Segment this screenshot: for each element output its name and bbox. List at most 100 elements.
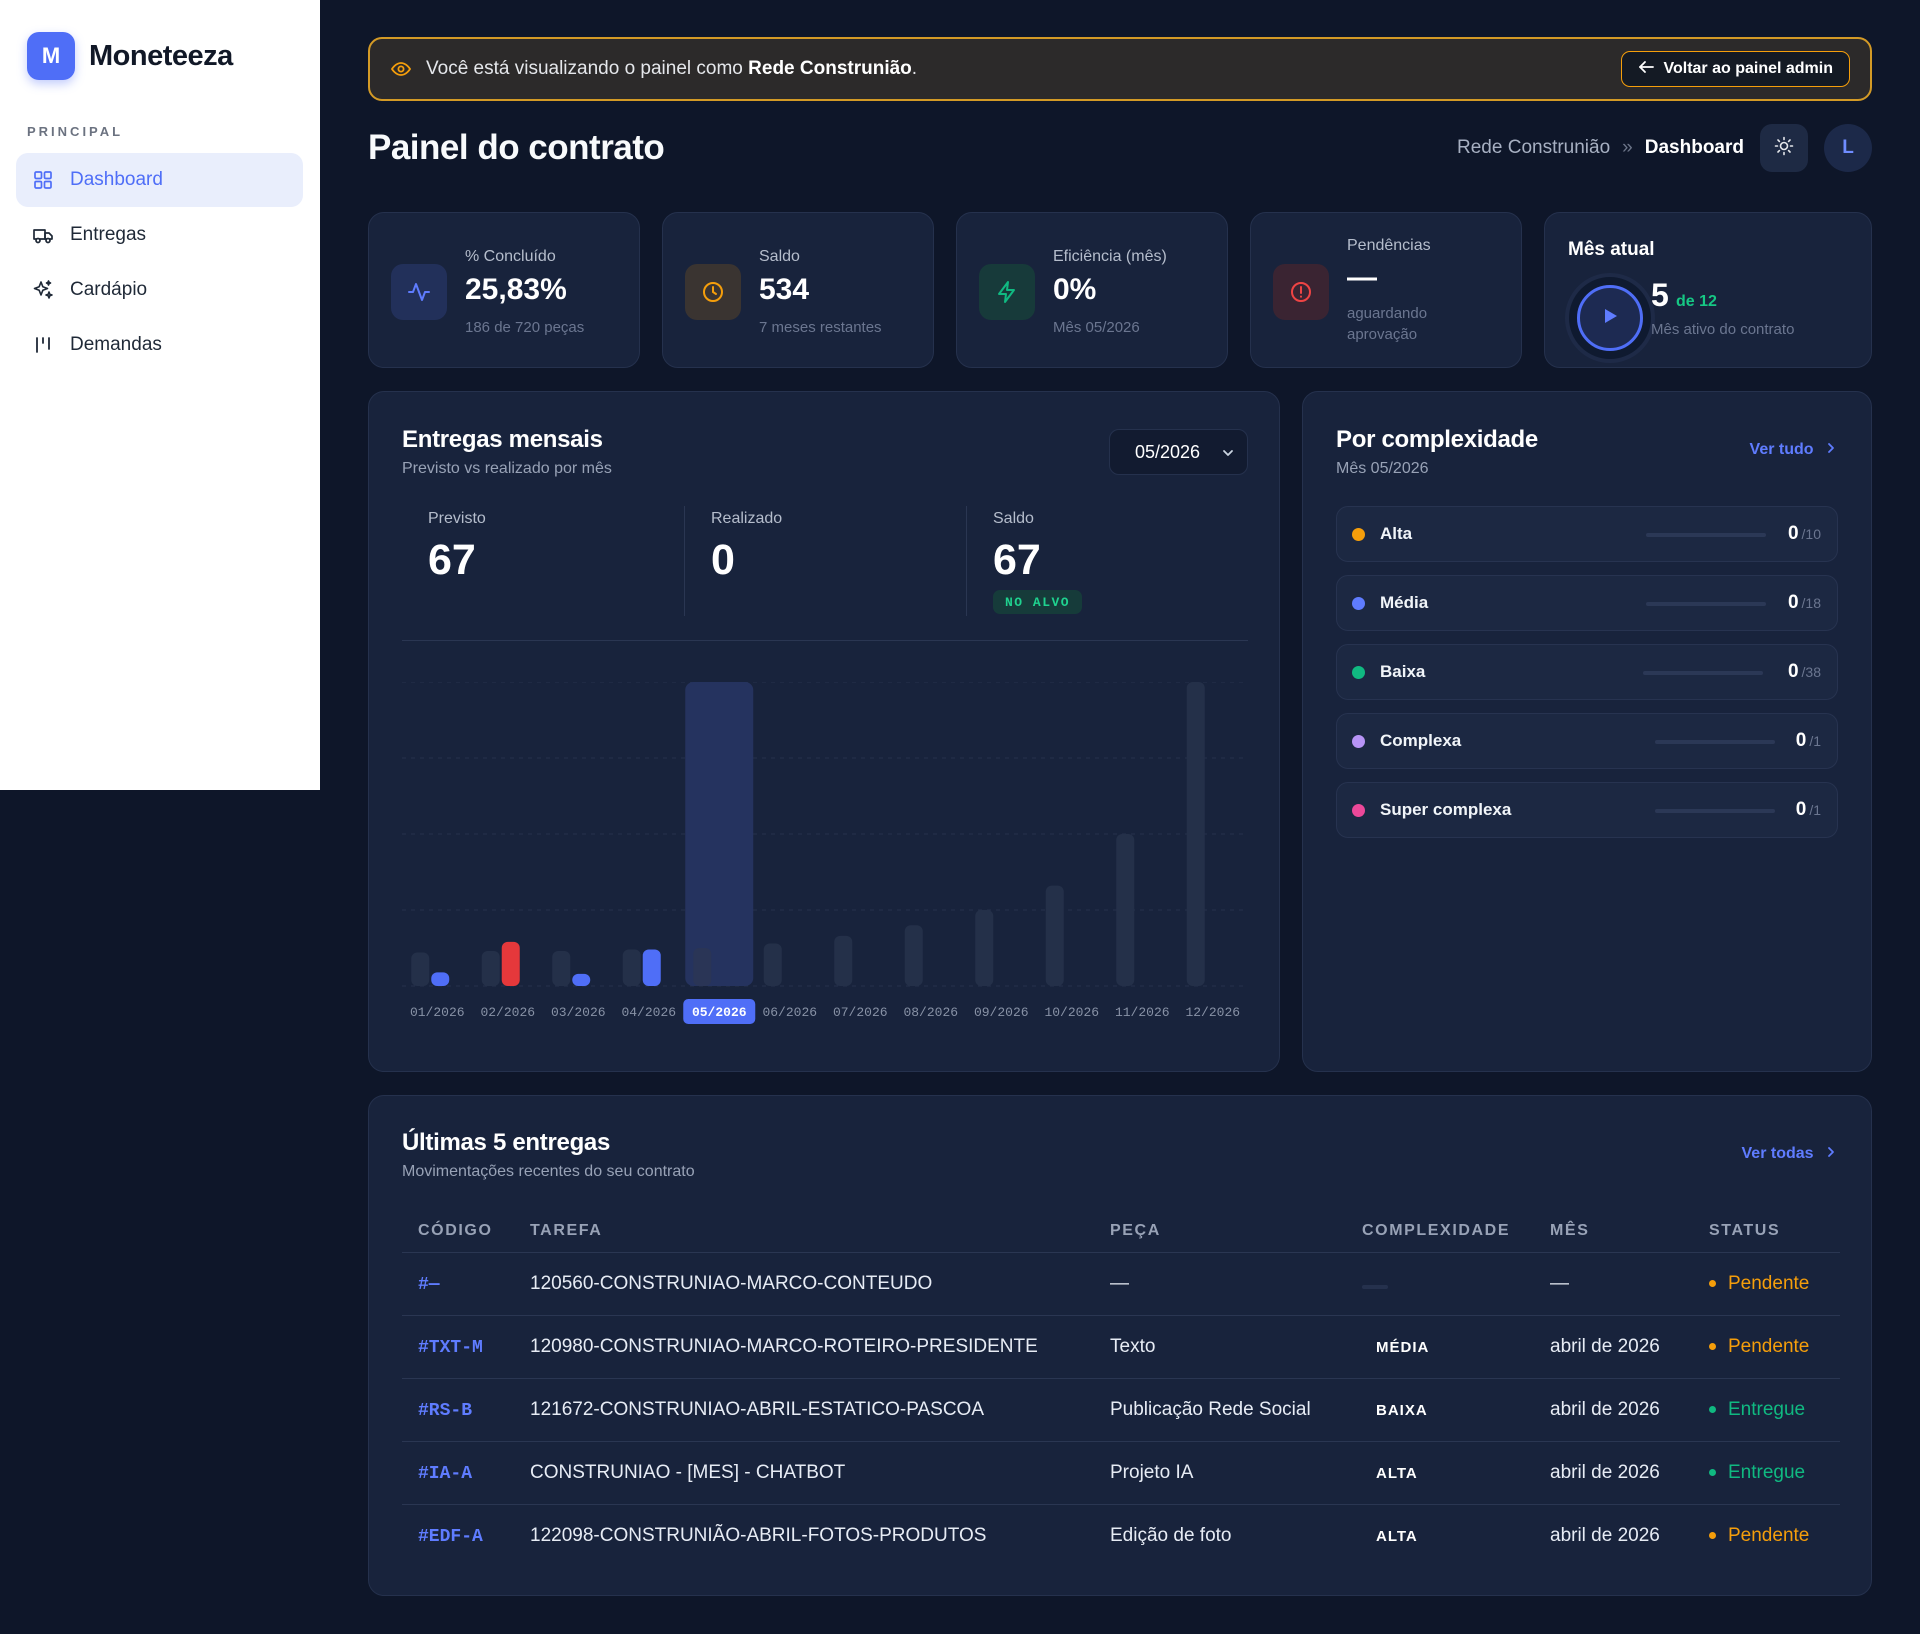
kpi-label: Realizado xyxy=(711,510,783,527)
breadcrumb-parent[interactable]: Rede Construnião xyxy=(1457,137,1611,158)
progress-track xyxy=(1646,602,1766,606)
x-tick-label: 03/2026 xyxy=(551,1005,606,1020)
status-dot xyxy=(1352,528,1365,541)
sidebar: M Moneteeza PRINCIPAL Dashboard Entregas… xyxy=(0,0,320,790)
row-code[interactable]: #IA-A xyxy=(402,1441,514,1505)
complexity-row-alta: Alta 0/10 xyxy=(1336,506,1838,562)
table-row[interactable]: #RS-B 121672-CONSTRUNIAO-ABRIL-ESTATICO-P… xyxy=(402,1378,1840,1442)
bar-previsto xyxy=(693,948,712,986)
kpi-previsto: Previsto 67 xyxy=(428,510,486,622)
complexity-row-super-complexa: Super complexa 0/1 xyxy=(1336,782,1838,838)
x-tick-label: 06/2026 xyxy=(762,1005,817,1020)
row-code[interactable]: #RS-B xyxy=(402,1378,514,1442)
row-complexity: BAIXA xyxy=(1346,1378,1534,1442)
eye-icon xyxy=(390,58,412,80)
table-row[interactable]: #EDF-A 122098-CONSTRUNIÃO-ABRIL-FOTOS-PRO… xyxy=(402,1504,1840,1567)
row-status: Pendente xyxy=(1693,1315,1840,1379)
page-title: Painel do contrato xyxy=(368,128,665,167)
status-badge: Pendente xyxy=(1709,1273,1840,1295)
stat-card-eficiencia: Eficiência (mês) 0% Mês 05/2026 xyxy=(956,212,1228,368)
code-link[interactable]: #RS-B xyxy=(418,1400,473,1421)
row-piece: Edição de foto xyxy=(1110,1524,1232,1546)
row-task: 120980-CONSTRUNIAO-MARCO-ROTEIRO-PRESIDE… xyxy=(514,1315,1094,1379)
panel-subtitle: Movimentações recentes do seu contrato xyxy=(402,1163,695,1180)
stat-value: 0% xyxy=(1053,273,1097,306)
brand-name: Moneteeza xyxy=(89,39,233,72)
breadcrumb: Rede Construnião » Dashboard xyxy=(1457,137,1744,159)
current-month-card: Mês atual 5 de 12 Mês ativo do contrato xyxy=(1544,212,1872,368)
play-icon xyxy=(1600,306,1620,331)
back-to-admin-button[interactable]: Voltar ao painel admin xyxy=(1621,51,1850,87)
bar-realizado xyxy=(572,973,591,986)
stat-sub: aguardando aprovação xyxy=(1347,305,1428,343)
sidebar-item-dashboard[interactable]: Dashboard xyxy=(16,153,303,207)
complexity-label: ALTA xyxy=(1376,1464,1418,1482)
x-tick-label: 09/2026 xyxy=(974,1005,1029,1020)
kpi-value: 67 xyxy=(993,536,1041,584)
status-label: Pendente xyxy=(1728,1524,1810,1546)
banner-text: Você está visualizando o painel como Red… xyxy=(426,58,917,80)
code-link[interactable]: #IA-A xyxy=(418,1463,473,1484)
status-dot xyxy=(1709,1280,1716,1287)
alert-circle-icon xyxy=(1273,264,1329,320)
count-value: 0 xyxy=(1787,661,1799,682)
banner-entity: Rede Construnião xyxy=(748,58,912,79)
status-label: Entregue xyxy=(1728,1398,1806,1420)
kpi-saldo: Saldo 67 xyxy=(993,510,1041,622)
complexity-count: 0/1 xyxy=(1796,730,1821,752)
kpi-value: 67 xyxy=(428,536,476,584)
bar-previsto xyxy=(1186,682,1205,986)
sparkles-icon xyxy=(32,279,54,301)
view-all-link[interactable]: Ver tudo xyxy=(1750,441,1836,459)
status-dot xyxy=(1709,1469,1716,1476)
row-status: Entregue xyxy=(1693,1378,1840,1442)
x-tick-label: 08/2026 xyxy=(903,1005,958,1020)
deliveries-table: CÓDIGO TAREFA PEÇA COMPLEXIDADE MÊS STAT… xyxy=(402,1210,1840,1567)
status-dot xyxy=(1352,597,1365,610)
count-value: 0 xyxy=(1795,799,1807,820)
complexity-count: 0/18 xyxy=(1788,592,1821,614)
panel-subtitle: Previsto vs realizado por mês xyxy=(402,460,612,477)
count-total: /1 xyxy=(1809,733,1821,749)
row-code[interactable]: #EDF-A xyxy=(402,1504,514,1567)
theme-toggle-button[interactable] xyxy=(1760,124,1808,172)
table-row[interactable]: #— 120560-CONSTRUNIAO-MARCO-CONTEUDO — — Pen… xyxy=(402,1252,1840,1316)
stat-label: % Concluído xyxy=(465,248,556,265)
row-code[interactable]: #— xyxy=(402,1252,514,1316)
row-code[interactable]: #TXT-M xyxy=(402,1315,514,1379)
status-badge: NO ALVO xyxy=(993,590,1083,614)
status-badge: Pendente xyxy=(1709,1336,1840,1358)
kpi-value: 0 xyxy=(711,536,735,584)
count-total: /10 xyxy=(1801,526,1821,542)
table-row[interactable]: #TXT-M 120980-CONSTRUNIAO-MARCO-ROTEIRO-P… xyxy=(402,1315,1840,1379)
status-dot xyxy=(1352,666,1365,679)
bar-previsto xyxy=(481,951,500,986)
sidebar-nav: Dashboard Entregas Cardápio Demandas xyxy=(16,153,303,373)
stat-sub: Mês 05/2026 xyxy=(1053,319,1140,336)
table-row[interactable]: #IA-A CONSTRUNIAO - [MES] - CHATBOT Projet… xyxy=(402,1441,1840,1505)
status-dot xyxy=(1709,1532,1716,1540)
avatar[interactable]: L xyxy=(1824,124,1872,172)
brand[interactable]: M Moneteeza xyxy=(27,32,233,80)
count-total: /38 xyxy=(1801,664,1821,680)
code-link[interactable]: #TXT-M xyxy=(418,1337,483,1358)
view-all-deliveries-link[interactable]: Ver todas xyxy=(1742,1145,1836,1163)
play-button[interactable] xyxy=(1577,285,1643,351)
panel-title: Entregas mensais xyxy=(402,426,603,453)
complexity-row-media: Média 0/18 xyxy=(1336,575,1838,631)
row-task: 120560-CONSTRUNIAO-MARCO-CONTEUDO xyxy=(514,1252,1094,1316)
complexity-name: Super complexa xyxy=(1380,800,1512,819)
month-select[interactable]: 05/2026 xyxy=(1109,429,1248,475)
row-status: Pendente xyxy=(1693,1252,1840,1316)
sidebar-item-cardapio[interactable]: Cardápio xyxy=(16,263,303,317)
sidebar-item-demandas[interactable]: Demandas xyxy=(16,318,303,372)
panel-title: Últimas 5 entregas xyxy=(402,1129,611,1156)
x-tick-label: 05/2026 xyxy=(692,1005,747,1020)
sidebar-item-entregas[interactable]: Entregas xyxy=(16,208,303,262)
code-link[interactable]: #— xyxy=(418,1274,440,1295)
bar-previsto xyxy=(904,925,923,986)
code-link[interactable]: #EDF-A xyxy=(418,1526,483,1547)
month-progress-ring xyxy=(1565,273,1655,363)
bar-previsto xyxy=(1045,885,1064,986)
column-header: COMPLEXIDADE xyxy=(1346,1210,1534,1253)
